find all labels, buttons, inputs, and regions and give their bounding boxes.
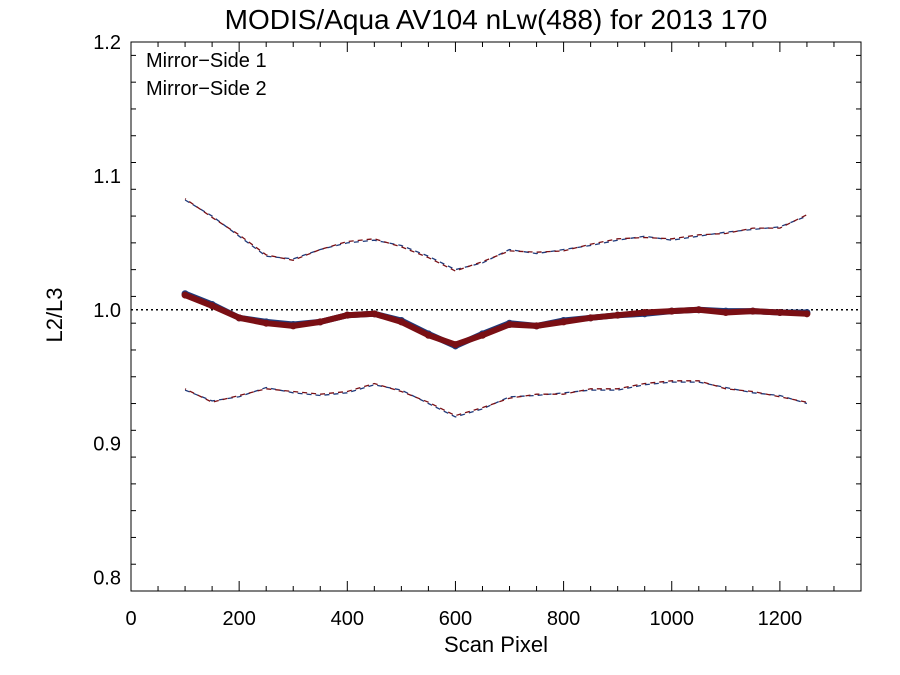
legend-entry-mirror-side-1: Mirror−Side 1 <box>146 50 267 72</box>
x-tick-label: 200 <box>222 608 255 630</box>
chart-title: MODIS/Aqua AV104 nLw(488) for 2013 170 <box>225 4 768 35</box>
series-1-mean-line <box>182 290 810 349</box>
series-2-mean-line <box>182 292 810 348</box>
x-tick-label: 600 <box>439 608 472 630</box>
series-2-upper-line <box>184 198 808 272</box>
series-2-mean-point <box>424 331 432 339</box>
series-2-mean-point <box>397 318 405 326</box>
y-tick-label: 1.1 <box>93 166 121 188</box>
series-2-mean-point <box>749 307 757 315</box>
series-2-mean-point <box>506 321 514 329</box>
series-2-mean-point <box>695 306 703 314</box>
x-tick-label: 1200 <box>758 608 803 630</box>
series-1-lower-line <box>184 381 808 418</box>
plot-frame <box>130 41 862 592</box>
x-axis-label: Scan Pixel <box>444 632 548 657</box>
series-1-upper-line <box>184 199 808 271</box>
series-2-mean-point <box>262 319 270 327</box>
series-2-mean-point <box>208 302 216 310</box>
series-2-mean-point <box>641 308 649 316</box>
series-2-mean-point <box>533 322 541 330</box>
series-2-mean-point <box>343 311 351 319</box>
series-2-mean-point <box>722 308 730 316</box>
y-tick-label: 0.8 <box>93 568 121 590</box>
legend: Mirror−Side 1 Mirror−Side 2 <box>146 50 267 100</box>
series-2-mean-point <box>803 310 811 318</box>
y-tick-label: 1.2 <box>93 32 121 54</box>
x-tick-label: 0 <box>125 608 136 630</box>
series-2-mean-point <box>289 322 297 330</box>
y-tick-label: 1.0 <box>93 300 121 322</box>
series-2-mean-point <box>451 341 459 349</box>
series-2-mean-point <box>614 311 622 319</box>
series-2-mean-point <box>370 310 378 318</box>
series-2-mean-point <box>560 318 568 326</box>
legend-entry-mirror-side-2: Mirror−Side 2 <box>146 78 267 100</box>
series-2-mean-point <box>181 291 189 299</box>
y-axis-label: L2/L3 <box>42 287 67 342</box>
series-2-mean-point <box>478 331 486 339</box>
series-2-mean-point <box>235 314 243 322</box>
series-2-mean-point <box>316 318 324 326</box>
series-2-mean-point <box>587 314 595 322</box>
x-tick-label: 1000 <box>649 608 694 630</box>
plot-area: 0 200 400 600 800 1000 1200 0.8 0.9 1.0 1.1 1.2 <box>93 32 862 630</box>
series-2-lower-line <box>184 380 808 417</box>
x-tick-label: 400 <box>331 608 364 630</box>
y-tick-label: 0.9 <box>93 434 121 456</box>
x-tick-label: 800 <box>547 608 580 630</box>
series-2-mean-point <box>776 308 784 316</box>
series-2-mean-point <box>668 307 676 315</box>
